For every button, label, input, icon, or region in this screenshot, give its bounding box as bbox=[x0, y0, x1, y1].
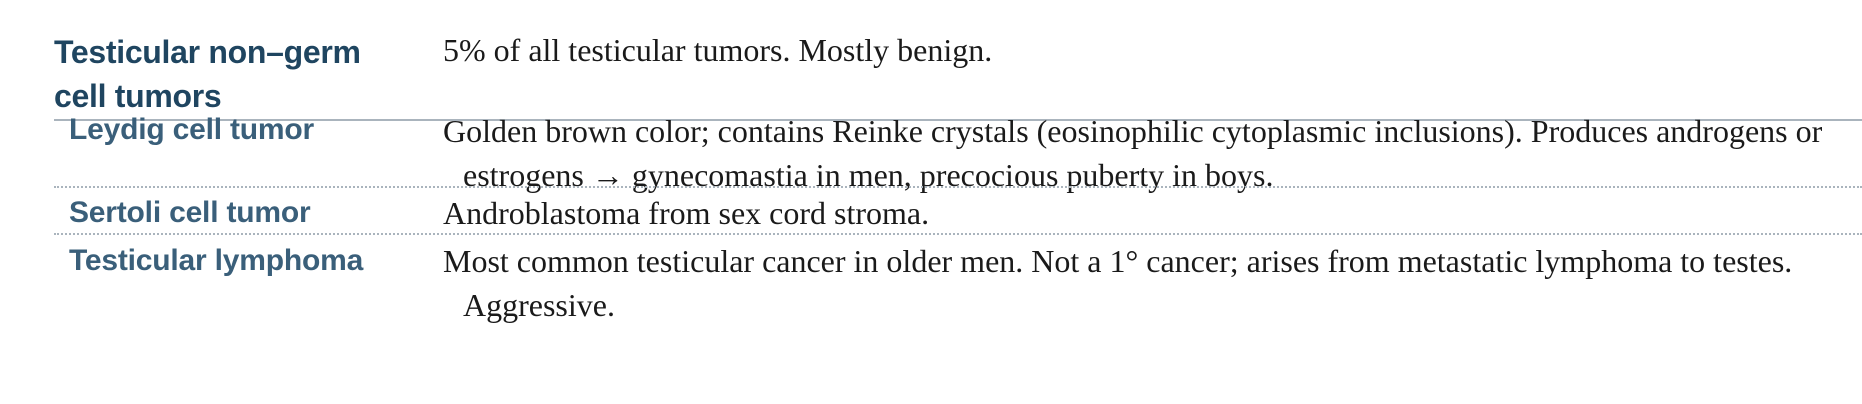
section-heading: Testicular non–germ cell tumors bbox=[54, 34, 361, 114]
term-leydig-cell-tumor: Leydig cell tumor bbox=[69, 113, 314, 146]
term-sertoli-cell-tumor: Sertoli cell tumor bbox=[69, 196, 311, 229]
description-leydig-cell-tumor: Golden brown color; contains Reinke crys… bbox=[443, 113, 1823, 193]
header-divider bbox=[54, 119, 1862, 121]
row-divider bbox=[54, 186, 1862, 188]
section-summary: 5% of all testicular tumors. Mostly beni… bbox=[443, 32, 993, 68]
description-testicular-lymphoma: Most common testicular cancer in older m… bbox=[443, 243, 1793, 323]
description-sertoli-cell-tumor: Androblastoma from sex cord stroma. bbox=[443, 195, 930, 231]
term-testicular-lymphoma: Testicular lymphoma bbox=[69, 244, 364, 277]
row-divider bbox=[54, 233, 1862, 235]
